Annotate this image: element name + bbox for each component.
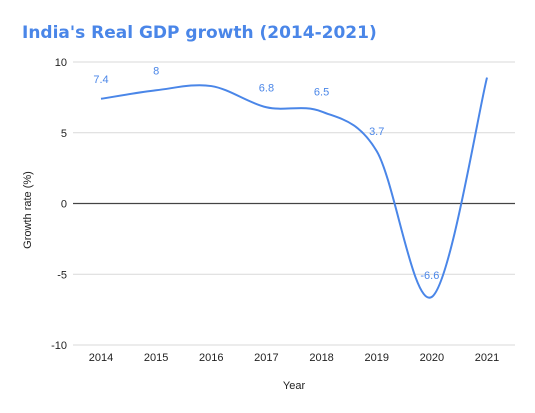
gridlines	[73, 61, 515, 346]
data-label: -6.6	[420, 270, 439, 282]
y-axis-ticks: -10 -5 0 5 10	[51, 57, 67, 352]
y-tick-label: 10	[55, 57, 67, 69]
x-tick-label: 2018	[309, 352, 333, 364]
x-tick-label: 2014	[89, 352, 113, 364]
data-label: 6.8	[259, 82, 274, 94]
x-axis-ticks: 2014 2015 2016 2017 2018 2019 2020 2021	[89, 352, 499, 364]
x-tick-label: 2019	[364, 352, 388, 364]
chart-title: India's Real GDP growth (2014-2021)	[22, 23, 377, 43]
series-line	[100, 77, 488, 299]
x-tick-label: 2017	[254, 352, 278, 364]
y-tick-label: 0	[61, 199, 67, 211]
y-tick-label: -10	[51, 340, 67, 352]
y-axis-label: Growth rate (%)	[22, 171, 34, 249]
y-tick-label: 5	[61, 128, 67, 140]
data-label: 3.7	[369, 126, 384, 138]
x-axis-label: Year	[283, 380, 306, 392]
data-label: 8	[153, 65, 159, 77]
x-tick-label: 2021	[475, 352, 499, 364]
x-tick-label: 2015	[144, 352, 168, 364]
data-label: 7.4	[93, 74, 108, 86]
y-tick-label: -5	[57, 269, 67, 281]
data-labels: 7.4 8 6.8 6.5 3.7 -6.6	[93, 65, 439, 282]
x-tick-label: 2016	[199, 352, 223, 364]
x-tick-label: 2020	[420, 352, 444, 364]
data-label: 6.5	[314, 87, 329, 99]
